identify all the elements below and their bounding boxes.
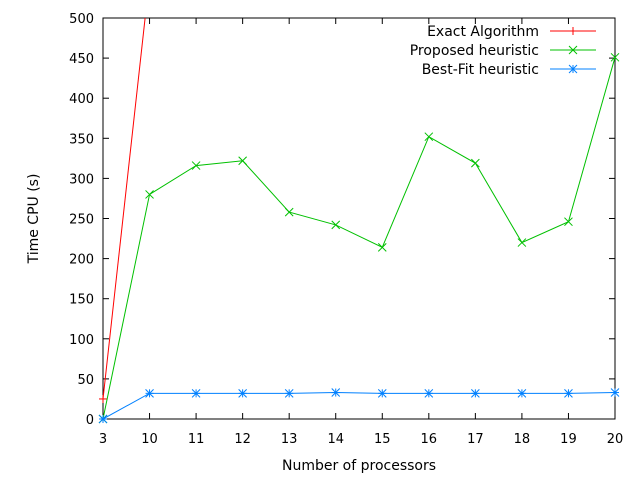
data-point — [517, 388, 527, 398]
legend-marker — [568, 64, 578, 74]
legend-marker — [568, 45, 578, 55]
x-tick-label: 11 — [188, 432, 205, 447]
series-line — [103, 392, 615, 419]
series-proposed-heuristic — [98, 52, 620, 424]
y-tick-label: 100 — [69, 333, 94, 348]
x-tick-label: 13 — [281, 432, 298, 447]
data-point — [610, 388, 620, 397]
data-point — [331, 388, 341, 397]
plot-frame — [102, 17, 616, 420]
series-exact-algorithm — [99, 18, 146, 403]
legend-marker — [569, 27, 577, 35]
data-point — [610, 52, 620, 62]
x-tick-label: 15 — [374, 432, 391, 447]
x-tick-label: 10 — [141, 432, 158, 447]
data-point — [238, 388, 247, 398]
x-tick-label: 14 — [327, 432, 344, 447]
x-tick-label: 20 — [607, 432, 624, 447]
data-point — [98, 414, 108, 424]
x-tick-label: 18 — [514, 432, 531, 447]
y-axis-label: Time CPU (s) — [26, 174, 42, 265]
data-point — [377, 243, 387, 252]
data-point — [517, 238, 527, 247]
legend-label: Best-Fit heuristic — [422, 62, 539, 78]
data-point — [145, 190, 154, 199]
data-point — [564, 217, 573, 227]
y-tick-label: 300 — [69, 172, 94, 187]
data-point — [99, 394, 107, 403]
y-tick-label: 450 — [69, 52, 94, 67]
data-point — [284, 207, 294, 217]
x-tick-label: 3 — [99, 432, 107, 447]
y-tick-label: 500 — [69, 12, 94, 27]
series-best-fit-heuristic — [98, 388, 620, 424]
data-point — [424, 388, 434, 398]
y-tick-label: 0 — [86, 413, 94, 428]
data-point — [424, 132, 434, 142]
y-tick-label: 150 — [69, 293, 94, 308]
y-tick-label: 350 — [69, 132, 94, 147]
legend-label: Exact Algorithm — [427, 24, 539, 40]
data-point — [471, 388, 480, 398]
series-line — [103, 18, 146, 400]
data-point — [564, 388, 573, 398]
data-point — [145, 388, 154, 398]
data-point — [471, 158, 480, 168]
y-tick-label: 200 — [69, 253, 94, 268]
x-tick-label: 12 — [234, 432, 251, 447]
data-point — [238, 156, 247, 166]
data-point — [191, 388, 201, 398]
y-tick-label: 250 — [69, 213, 94, 228]
y-tick-label: 50 — [77, 373, 94, 388]
data-point — [191, 161, 201, 170]
data-point — [284, 388, 294, 398]
data-point — [331, 220, 341, 230]
x-tick-label: 19 — [560, 432, 577, 447]
series-line — [103, 57, 615, 419]
x-tick-label: 17 — [467, 432, 484, 447]
data-point — [377, 388, 387, 398]
x-axis-label: Number of processors — [282, 458, 436, 474]
x-tick-label: 16 — [421, 432, 438, 447]
y-tick-label: 400 — [69, 92, 94, 107]
legend-label: Proposed heuristic — [410, 43, 539, 59]
